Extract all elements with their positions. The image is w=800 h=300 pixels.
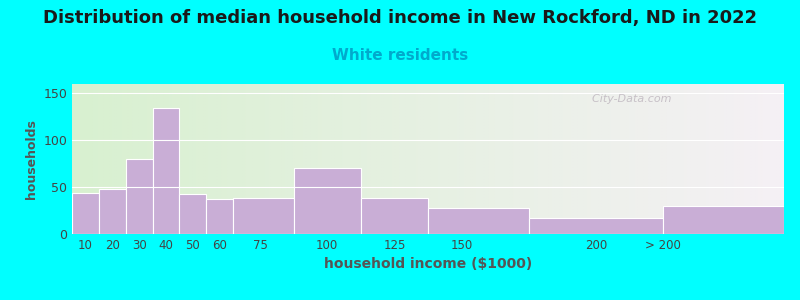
Bar bbox=[428, 208, 529, 234]
Bar bbox=[361, 198, 428, 234]
Text: Distribution of median household income in New Rockford, ND in 2022: Distribution of median household income … bbox=[43, 9, 757, 27]
Bar bbox=[294, 168, 361, 234]
Bar bbox=[126, 159, 153, 234]
Bar bbox=[153, 108, 179, 234]
Bar bbox=[234, 198, 294, 234]
Bar bbox=[663, 206, 784, 234]
Text: White residents: White residents bbox=[332, 48, 468, 63]
X-axis label: household income ($1000): household income ($1000) bbox=[324, 257, 532, 272]
Bar bbox=[99, 189, 126, 234]
Y-axis label: households: households bbox=[25, 119, 38, 199]
Text: City-Data.com: City-Data.com bbox=[585, 94, 671, 104]
Bar bbox=[179, 194, 206, 234]
Bar bbox=[72, 193, 99, 234]
Bar bbox=[529, 218, 663, 234]
Bar bbox=[206, 199, 234, 234]
